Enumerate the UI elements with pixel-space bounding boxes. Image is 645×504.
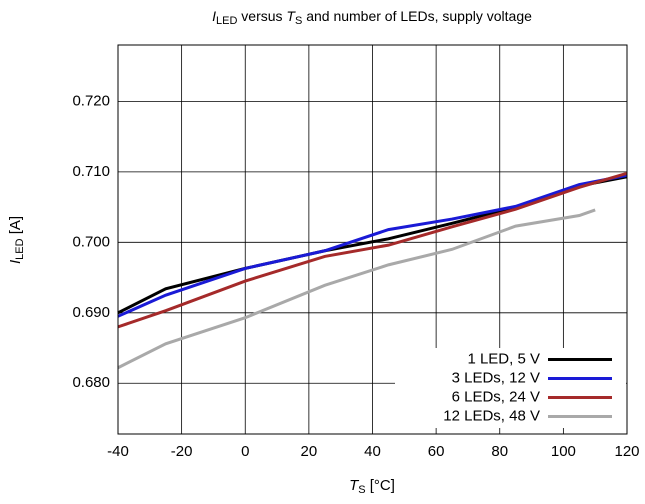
series-line: [117, 171, 628, 329]
legend-label: 3 LEDs, 12 V: [452, 369, 540, 386]
x-tick-label: 0: [241, 443, 249, 460]
y-label-part: [A]: [7, 216, 24, 239]
y-tick-label: 0.680: [72, 374, 110, 391]
x-tick-label: 60: [428, 443, 445, 460]
legend-label: 6 LEDs, 24 V: [452, 388, 540, 405]
y-axis-label: ILED [A]: [7, 216, 26, 264]
title-part: S: [295, 15, 302, 27]
series-line: [117, 173, 628, 318]
chart-title: ILED versus TS and number of LEDs, suppl…: [212, 8, 532, 27]
title-part: T: [286, 8, 296, 24]
y-tick-label: 0.720: [72, 92, 110, 109]
legend-label: 12 LEDs, 48 V: [443, 407, 540, 424]
x-label-part: T: [349, 477, 360, 494]
y-tick-label: 0.710: [72, 163, 110, 180]
title-part: versus: [237, 8, 286, 24]
y-tick-label: 0.690: [72, 304, 110, 321]
legend-box: [395, 348, 626, 428]
legend-label: 1 LED, 5 V: [467, 350, 540, 367]
x-tick-label: -40: [107, 443, 129, 460]
x-tick-label: 80: [491, 443, 508, 460]
y-label-part: LED: [14, 238, 26, 259]
series-line: [117, 208, 596, 370]
x-label-part: S: [358, 484, 365, 496]
x-tick-label: 120: [614, 443, 639, 460]
x-axis-label: TS [°C]: [349, 477, 395, 496]
x-tick-label: 100: [551, 443, 576, 460]
title-part: and number of LEDs, supply voltage: [302, 8, 532, 24]
x-label-part: [°C]: [366, 477, 395, 494]
y-tick-label: 0.700: [72, 233, 110, 250]
y-label-part: I: [7, 260, 24, 264]
x-tick-label: 20: [301, 443, 318, 460]
title-part: I: [212, 8, 216, 24]
x-tick-label: 40: [364, 443, 381, 460]
x-tick-label: -20: [171, 443, 193, 460]
plot-frame: [117, 44, 628, 435]
title-part: LED: [216, 15, 237, 27]
